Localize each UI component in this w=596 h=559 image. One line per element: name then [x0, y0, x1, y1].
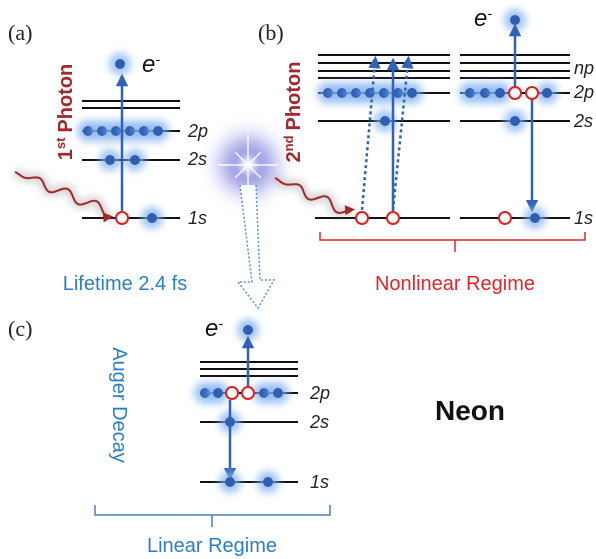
electron: [407, 88, 417, 98]
electron-label: e-: [474, 5, 492, 32]
transition-arrow: [391, 55, 414, 211]
process-label: Auger Decay: [108, 347, 130, 463]
electron-label: e-: [205, 315, 223, 342]
electron: [243, 325, 253, 335]
flash-ray: [247, 164, 262, 179]
element-label: Neon: [435, 395, 505, 426]
photon-word: Photon: [55, 64, 77, 133]
electron: [259, 388, 269, 398]
shapes: [13, 9, 586, 527]
electron: [125, 126, 135, 136]
electron-charge: -: [218, 315, 223, 331]
electron: [153, 126, 163, 136]
electron-charge: -: [155, 51, 160, 67]
electron: [263, 477, 273, 487]
level-label: 2s: [573, 111, 593, 131]
bracket: [94, 505, 331, 527]
electron: [510, 15, 520, 25]
electron-symbol: e: [205, 315, 218, 342]
regime-label: Linear Regime: [147, 535, 277, 557]
electron: [323, 88, 333, 98]
electron-symbol: e: [474, 5, 487, 32]
hole: [355, 211, 369, 225]
electron: [213, 388, 223, 398]
electron: [480, 88, 490, 98]
photon-suffix: nd: [281, 135, 296, 151]
flash-ray: [234, 164, 249, 179]
electron: [111, 126, 121, 136]
electron: [273, 388, 283, 398]
panel-label: (c): [8, 316, 32, 341]
panel-label: (b): [258, 20, 284, 45]
photon-number: 1: [55, 149, 77, 160]
photon-label: 2nd Photon: [281, 62, 306, 163]
photon-glow: [273, 174, 354, 217]
photon-suffix: st: [53, 137, 68, 149]
electron: [495, 88, 505, 98]
electron: [115, 59, 125, 69]
electron-charge: -: [487, 5, 492, 21]
electron: [337, 88, 347, 98]
electron: [105, 155, 115, 165]
electron: [510, 116, 520, 126]
photon-label: 1st Photon: [53, 64, 78, 161]
level-label: 2p: [187, 121, 208, 141]
electron: [393, 88, 403, 98]
hole: [508, 86, 522, 100]
level-label: 2p: [309, 383, 330, 403]
bracket: [319, 232, 586, 252]
electron: [147, 213, 157, 223]
hole: [498, 211, 512, 225]
hole: [241, 386, 255, 400]
hole: [225, 386, 239, 400]
level-label: 2p: [573, 82, 594, 102]
electron: [351, 88, 361, 98]
level-label: np: [574, 58, 594, 78]
level-label: 2s: [309, 412, 329, 432]
electron: [542, 88, 552, 98]
electron: [225, 477, 235, 487]
electron-symbol: e: [142, 51, 155, 78]
level-label: 1s: [310, 472, 329, 492]
electron: [530, 213, 540, 223]
transition-arrow: [360, 55, 381, 211]
hole: [386, 211, 400, 225]
regime-label: Nonlinear Regime: [375, 273, 535, 295]
electron: [97, 126, 107, 136]
photon-number: 2: [283, 151, 305, 162]
electron-label: e-: [142, 51, 160, 78]
hole: [115, 211, 129, 225]
electron: [379, 88, 389, 98]
photon-wave: [14, 171, 114, 223]
electron: [139, 126, 149, 136]
electron: [380, 116, 390, 126]
level-label: 2s: [187, 149, 207, 169]
level-label: 1s: [574, 208, 593, 228]
electron: [465, 88, 475, 98]
flash-ray: [234, 151, 249, 166]
photon-wave: [274, 177, 355, 216]
electron: [83, 126, 93, 136]
level-label: 1s: [188, 208, 207, 228]
panel-label: (a): [8, 20, 32, 45]
lifetime-label: Lifetime 2.4 fs: [63, 273, 188, 295]
electron: [130, 155, 140, 165]
flash-ray: [247, 151, 262, 166]
photon-word: Photon: [283, 62, 305, 131]
decay-arrow: [236, 184, 276, 310]
hole: [525, 86, 539, 100]
